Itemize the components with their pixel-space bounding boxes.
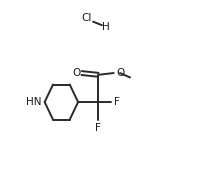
Text: H: H (102, 22, 109, 32)
Text: F: F (114, 97, 120, 107)
Text: O: O (117, 68, 125, 78)
Text: HN: HN (26, 97, 41, 107)
Text: F: F (95, 123, 101, 133)
Text: O: O (73, 68, 81, 78)
Text: Cl: Cl (82, 14, 92, 23)
